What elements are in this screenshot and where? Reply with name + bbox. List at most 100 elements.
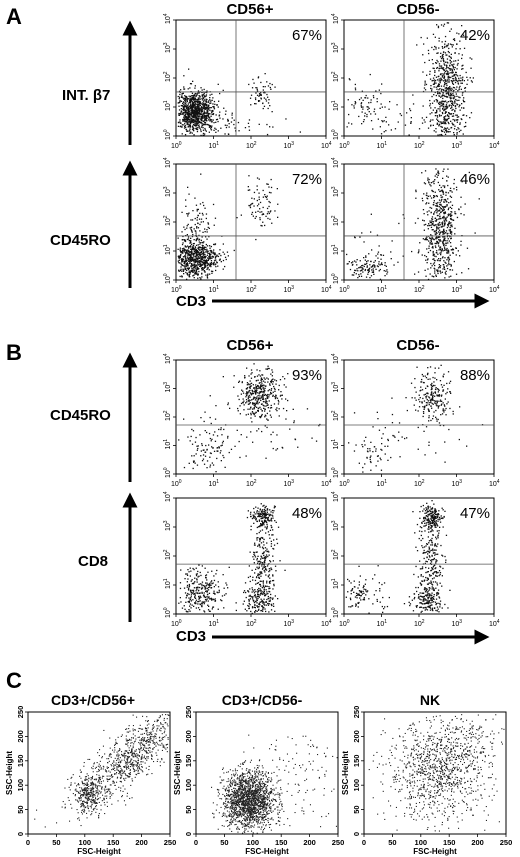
event-dot — [437, 407, 439, 409]
event-dot — [433, 82, 436, 84]
event-dot — [262, 396, 264, 398]
event-dot — [187, 249, 189, 251]
event-dot — [261, 600, 263, 603]
event-dot — [440, 254, 442, 256]
event-dot — [205, 236, 207, 238]
event-dot — [447, 208, 449, 211]
event-dot — [190, 265, 192, 268]
event-dot — [208, 104, 210, 106]
event-dot — [429, 73, 431, 75]
event-dot — [445, 90, 448, 92]
event-dot — [180, 112, 182, 114]
event-dot — [227, 118, 229, 121]
event-dot — [453, 87, 456, 89]
event-dot — [436, 227, 438, 229]
event-dot — [226, 124, 228, 127]
event-dot — [451, 64, 453, 66]
event-dot — [263, 105, 266, 107]
event-dot — [190, 110, 192, 112]
event-dot — [219, 249, 221, 251]
event-dot — [197, 103, 199, 105]
event-dot — [209, 452, 212, 454]
event-dot — [391, 397, 393, 399]
event-dot — [446, 70, 448, 72]
event-dot — [384, 275, 386, 277]
event-dot — [440, 121, 442, 123]
event-dot — [414, 378, 416, 380]
event-dot — [205, 114, 207, 117]
event-dot — [430, 87, 432, 90]
event-dot — [442, 376, 444, 378]
event-dot — [433, 255, 436, 257]
event-dot — [443, 73, 445, 75]
event-dot — [248, 375, 250, 377]
event-dot — [219, 92, 221, 95]
event-dot — [269, 600, 271, 602]
event-dot — [451, 122, 453, 124]
event-dot — [189, 83, 192, 85]
event-dot — [453, 104, 455, 106]
event-dot — [187, 265, 189, 267]
event-dot — [214, 440, 217, 442]
event-dot — [254, 217, 256, 219]
y-tick-label: 100 — [331, 129, 340, 140]
event-dot — [198, 241, 200, 243]
event-dot — [262, 523, 264, 525]
event-dot — [209, 245, 211, 247]
event-dot — [265, 556, 267, 558]
event-dot — [186, 121, 188, 123]
event-dot — [208, 605, 210, 607]
event-dot — [368, 267, 371, 269]
event-dot — [248, 384, 250, 386]
event-dot — [194, 462, 196, 464]
event-dot — [184, 121, 186, 123]
event-dot — [189, 603, 192, 605]
event-dot — [443, 266, 445, 268]
event-dot — [282, 407, 285, 410]
event-dot — [193, 124, 196, 127]
event-dot — [249, 604, 251, 606]
event-dot — [439, 106, 441, 108]
event-dot — [259, 370, 261, 372]
event-dot — [450, 94, 452, 96]
event-dot — [215, 269, 217, 272]
event-dot — [438, 258, 440, 260]
event-dot — [252, 576, 254, 578]
event-dot — [188, 609, 190, 611]
event-dot — [179, 121, 181, 123]
event-dot — [180, 251, 182, 253]
event-dot — [358, 267, 360, 269]
event-dot — [192, 467, 194, 470]
event-dot — [442, 47, 444, 49]
event-dot — [216, 254, 218, 256]
event-dot — [382, 121, 384, 123]
event-dot — [441, 271, 443, 273]
event-dot — [269, 591, 271, 593]
event-dot — [260, 610, 262, 612]
event-dot — [377, 118, 379, 120]
event-dot — [271, 534, 273, 536]
event-dot — [438, 205, 440, 208]
event-dot — [448, 250, 450, 252]
event-dot — [375, 255, 377, 257]
event-dot — [408, 134, 410, 136]
event-dot — [192, 259, 194, 261]
event-dot — [429, 113, 431, 115]
event-dot — [181, 248, 184, 250]
event-dot — [258, 192, 260, 194]
event-dot — [266, 213, 269, 215]
event-dot — [201, 116, 204, 118]
event-dot — [348, 113, 350, 116]
event-dot — [270, 88, 272, 90]
event-dot — [445, 249, 448, 251]
event-dot — [444, 121, 446, 123]
event-dot — [445, 201, 447, 203]
event-dot — [260, 98, 262, 100]
event-dot — [433, 86, 435, 88]
event-dot — [346, 263, 348, 265]
event-dot — [184, 239, 186, 241]
event-dot — [186, 122, 188, 124]
event-dot — [444, 206, 446, 208]
event-dot — [270, 380, 273, 382]
event-dot — [262, 107, 264, 110]
